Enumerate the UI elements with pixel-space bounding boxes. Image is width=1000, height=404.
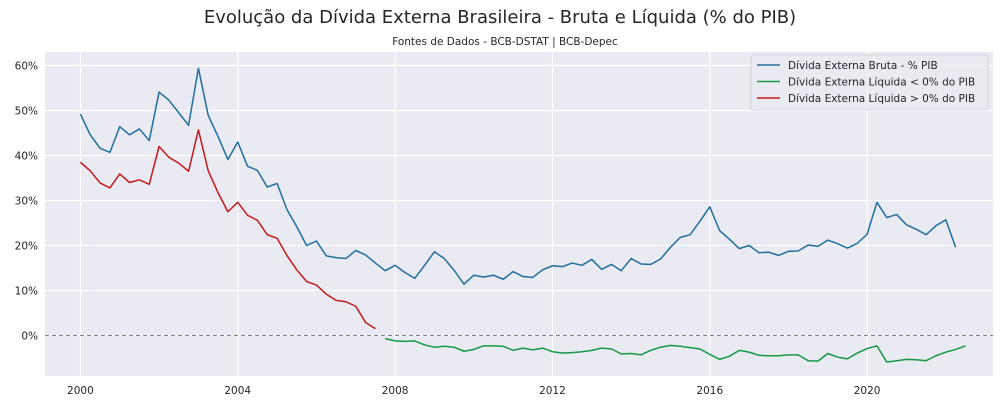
y-axis: 0% 10% 20% 30% 40% 50% 60% [15,61,38,343]
legend-label: Dívida Externa Líquida < 0% do PIB [788,77,975,89]
y-tick-label: 30% [15,196,38,208]
x-tick-label: 2000 [67,385,94,397]
legend-box [750,54,989,111]
chart-title: Evolução da Dívida Externa Brasileira - … [204,7,796,28]
y-tick-label: 10% [15,286,38,298]
y-tick-label: 20% [15,241,38,253]
y-tick-label: 50% [15,106,38,118]
x-tick-label: 2004 [224,385,251,397]
series-line-liquida-positiva [79,129,376,330]
y-tick-label: 60% [15,61,38,73]
x-tick-label: 2020 [854,385,881,397]
series-line-liquida-negativa [385,337,966,363]
y-tick-label: 40% [15,151,38,163]
x-axis: 2000 2004 2008 2012 2016 2020 [67,385,880,397]
series-line-bruta [79,67,957,285]
legend-label: Dívida Externa Líquida > 0% do PIB [788,93,975,105]
series-group [79,67,966,363]
y-tick-label: 0% [21,331,38,343]
x-tick-label: 2012 [539,385,566,397]
x-tick-label: 2016 [696,385,723,397]
x-tick-label: 2008 [382,385,409,397]
chart-subtitle: Fontes de Dados - BCB-DSTAT | BCB-Depec [392,36,618,48]
legend-label: Dívida Externa Bruta - % PIB [788,60,938,72]
legend: Dívida Externa Bruta - % PIB Dívida Exter… [750,54,989,111]
grid [45,52,993,376]
